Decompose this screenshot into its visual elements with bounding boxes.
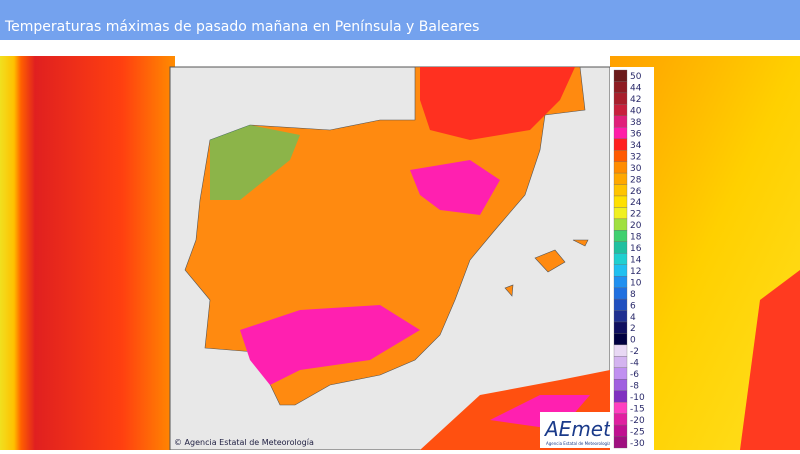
- legend-label: -15: [630, 404, 645, 414]
- legend-swatch: [613, 356, 628, 368]
- legend-swatch: [613, 287, 628, 300]
- legend-swatch: [613, 207, 628, 220]
- legend-label: 36: [630, 130, 642, 140]
- legend-label: -4: [630, 359, 639, 369]
- legend-label: -10: [630, 393, 645, 403]
- legend-label: 22: [630, 210, 641, 220]
- logo: AEmet: [543, 417, 612, 441]
- galicia-mild: [210, 125, 300, 200]
- legend-label: 28: [630, 175, 642, 185]
- legend-swatch: [613, 298, 628, 311]
- legend-swatch: [613, 367, 628, 380]
- legend-label: 30: [630, 164, 642, 174]
- legend-label: 50: [630, 72, 642, 82]
- legend: 5044424038363432302826242220181614121086…: [613, 69, 645, 449]
- legend-label: 26: [630, 187, 642, 197]
- legend-swatch: [613, 115, 628, 128]
- legend-label: 24: [630, 198, 642, 208]
- legend-label: 34: [630, 141, 642, 151]
- left-map: [0, 56, 175, 450]
- legend-label: -2: [630, 347, 639, 357]
- legend-label: -25: [630, 427, 645, 437]
- legend-label: 44: [630, 84, 642, 94]
- legend-swatch: [613, 138, 628, 151]
- title: Temperaturas máximas de pasado mañana en…: [4, 19, 479, 35]
- menorca: [572, 239, 589, 247]
- legend-label: 0: [630, 336, 636, 346]
- guadalquivir-hot: [240, 305, 420, 385]
- ebro-hot: [410, 160, 500, 215]
- legend-swatch: [613, 92, 628, 105]
- legend-swatch: [613, 264, 628, 277]
- mallorca: [534, 249, 566, 273]
- legend-swatch: [613, 344, 628, 357]
- legend-swatch: [613, 276, 628, 288]
- legend-swatch: [613, 195, 628, 208]
- legend-swatch: [613, 150, 628, 162]
- legend-swatch: [613, 218, 628, 231]
- legend-swatch: [613, 424, 628, 437]
- legend-label: 12: [630, 267, 641, 277]
- title-bar: [0, 0, 800, 40]
- legend-label: 40: [630, 107, 642, 117]
- credit: © Agencia Estatal de Meteorología: [174, 438, 314, 447]
- legend-swatch: [613, 253, 628, 265]
- legend-swatch: [613, 321, 628, 334]
- logo-box: [540, 412, 610, 448]
- legend-label: 32: [630, 152, 641, 162]
- legend-swatch: [613, 413, 628, 426]
- legend-swatch: [613, 230, 628, 242]
- legend-swatch: [613, 390, 628, 403]
- legend-swatch: [613, 127, 628, 139]
- legend-label: 42: [630, 95, 641, 105]
- legend-swatch: [613, 402, 628, 414]
- legend-swatch: [613, 161, 628, 174]
- legend-label: -30: [630, 439, 645, 449]
- legend-swatch: [613, 436, 628, 449]
- legend-swatch: [613, 379, 628, 391]
- legend-label: -20: [630, 416, 645, 426]
- legend-swatch: [613, 310, 628, 323]
- africa-hot: [740, 270, 800, 450]
- legend-swatch: [613, 184, 628, 197]
- legend-label: -8: [630, 382, 639, 392]
- legend-swatch: [613, 104, 628, 116]
- legend-label: 10: [630, 278, 642, 288]
- france-hot: [420, 67, 575, 140]
- legend-label: 6: [630, 301, 636, 311]
- legend-swatch: [613, 81, 628, 94]
- legend-swatch: [613, 333, 628, 346]
- ibiza: [504, 284, 514, 297]
- legend-label: -6: [630, 370, 639, 380]
- legend-label: 8: [630, 290, 636, 300]
- legend-label: 14: [630, 256, 642, 266]
- legend-label: 20: [630, 221, 642, 231]
- legend-label: 38: [630, 118, 642, 128]
- legend-label: 4: [630, 313, 636, 323]
- legend-label: 18: [630, 233, 642, 243]
- legend-swatch: [613, 172, 628, 185]
- legend-swatch: [613, 241, 628, 254]
- legend-label: 2: [630, 324, 636, 334]
- legend-label: 16: [630, 244, 642, 254]
- logo-subtitle: Agencia Estatal de Meteorología: [546, 441, 611, 446]
- legend-swatch: [613, 69, 628, 82]
